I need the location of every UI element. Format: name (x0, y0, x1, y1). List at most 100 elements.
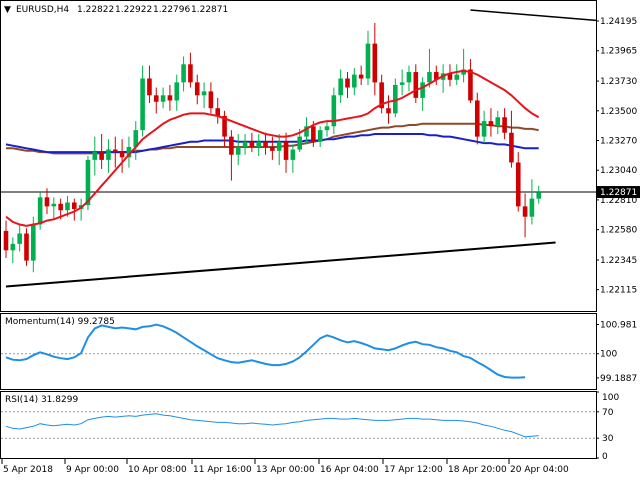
momentum-tick-label: 100.981 (600, 321, 637, 331)
support-trendline (5, 241, 556, 288)
candle-body (112, 149, 118, 153)
price-tick-label: 1.22345 (600, 256, 637, 266)
price-tick-label: 1.23040 (600, 166, 637, 176)
candle-body (222, 115, 227, 137)
candle-body (263, 141, 268, 147)
candle-body (297, 136, 302, 150)
candle-body (488, 121, 494, 127)
price-tick-label: 1.22115 (600, 286, 637, 296)
candle-body (174, 82, 180, 101)
candle-body (372, 43, 378, 83)
candle-body (304, 126, 309, 137)
candle-body (454, 74, 460, 80)
time-tick-label: 9 Apr 00:00 (66, 465, 119, 475)
current-price-tag (597, 186, 640, 199)
candle-body (65, 202, 70, 211)
time-tick-label: 17 Apr 12:00 (384, 465, 443, 475)
momentum-marks (1, 323, 596, 379)
candle-body (92, 152, 98, 160)
rsi-marks (1, 411, 596, 439)
time-tick-label: 20 Apr 04:00 (510, 465, 569, 475)
candle-body (495, 117, 501, 127)
candle-body (17, 233, 22, 244)
rsi-panel[interactable]: RSI(14) 31.8299 100 70 30 0 (0, 391, 620, 463)
candle-body (529, 198, 535, 217)
momentum-title: Momentum(14) 99.2785 (5, 317, 115, 327)
candle-body (283, 141, 289, 160)
candle-body (201, 91, 207, 96)
momentum-panel[interactable]: Momentum(14) 99.2785 100.981 100 99.1887 (0, 313, 638, 390)
candle-body (133, 130, 139, 147)
candle-body (181, 64, 186, 83)
rsi-title: RSI(14) 31.8299 (5, 395, 78, 405)
price-tick-label: 1.22810 (600, 196, 637, 206)
candle-body (167, 95, 173, 101)
candle-body (331, 95, 337, 127)
price-tick-label: 1.23965 (600, 47, 637, 57)
candle-body (427, 72, 432, 83)
candle-body (147, 78, 152, 96)
candle-body (249, 141, 255, 147)
candle-body (379, 82, 384, 109)
candle-body (85, 159, 91, 206)
candle-body (509, 132, 514, 163)
ohlc-open: 1.22822 (77, 5, 114, 15)
candle-body (399, 82, 405, 85)
price-tick-label: 1.22580 (600, 226, 637, 236)
candle-body (290, 149, 296, 160)
candle-body (215, 108, 221, 116)
candle-body (160, 95, 166, 102)
ohlc-close: 1.22871 (191, 5, 228, 15)
price-axis: 1.24195 1.23965 1.23730 1.23500 1.23270 1.230… (596, 17, 640, 296)
candle-body (352, 74, 357, 88)
candle-body (10, 243, 16, 251)
time-tick-label: 5 Apr 2018 (3, 465, 53, 475)
candle-body (324, 126, 330, 131)
candle-body (270, 146, 275, 151)
candle-body (474, 100, 480, 137)
candle-body (126, 146, 132, 158)
price-marks (1, 9, 597, 288)
rsi-tick-label: 70 (602, 408, 614, 418)
candle-body (311, 126, 316, 142)
momentum-axis: 100.981 100 99.1887 (596, 321, 637, 384)
candle-body (256, 141, 262, 147)
candle-body (140, 78, 145, 131)
time-tick-label: 16 Apr 04:00 (320, 465, 379, 475)
candle-body (44, 197, 50, 207)
price-title-arrow: ▼ (4, 5, 11, 15)
candle-body (345, 78, 350, 88)
candle-body (502, 117, 507, 133)
candle-body (99, 152, 104, 160)
price-panel[interactable]: ▼ EURUSD,H4 1.22822 1.22922 1.22796 1.22… (0, 0, 640, 312)
candle-body (37, 197, 43, 225)
candle-body (208, 91, 214, 109)
momentum-tick-label: 99.1887 (600, 374, 637, 384)
price-tick-label: 1.23730 (600, 77, 637, 87)
candle-body (276, 141, 282, 151)
candle-body (386, 108, 391, 114)
rsi-tick-label: 30 (602, 434, 614, 444)
candle-body (31, 224, 36, 261)
candle-body (338, 78, 343, 96)
rsi-panel-frame (0, 391, 597, 459)
price-tick-label: 1.23500 (600, 107, 637, 117)
candle-body (461, 69, 466, 75)
candle-body (433, 72, 439, 80)
candle-body (24, 233, 29, 261)
candle-body (393, 84, 398, 114)
candle-body (51, 203, 57, 207)
candle-body (406, 72, 412, 83)
rsi-tick-label: 0 (602, 452, 608, 462)
candle-body (235, 146, 241, 155)
candle-body (420, 82, 425, 98)
ohlc-high: 1.22922 (115, 5, 152, 15)
ohlc-low: 1.22796 (153, 5, 190, 15)
time-tick-label: 18 Apr 20:00 (448, 465, 507, 475)
time-tick-label: 13 Apr 00:00 (256, 465, 315, 475)
candle-body (194, 82, 200, 96)
candle-body (119, 152, 125, 158)
price-tick-label: 1.24195 (600, 17, 637, 27)
candle-body (358, 74, 364, 79)
